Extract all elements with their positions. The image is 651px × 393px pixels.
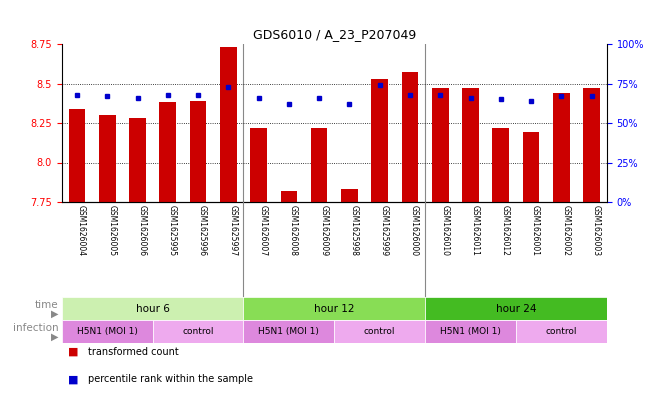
- Bar: [492, 128, 509, 202]
- Text: ▶: ▶: [51, 309, 59, 319]
- Text: hour 24: hour 24: [495, 303, 536, 314]
- Text: H5N1 (MOI 1): H5N1 (MOI 1): [440, 327, 501, 336]
- Text: GSM1626010: GSM1626010: [440, 205, 449, 256]
- Text: GSM1626003: GSM1626003: [592, 205, 601, 256]
- Text: GSM1625995: GSM1625995: [168, 205, 177, 256]
- Text: GSM1625999: GSM1625999: [380, 205, 389, 256]
- Text: control: control: [182, 327, 214, 336]
- Text: hour 12: hour 12: [314, 303, 355, 314]
- Bar: [159, 103, 176, 202]
- Text: H5N1 (MOI 1): H5N1 (MOI 1): [77, 327, 138, 336]
- Text: infection: infection: [13, 323, 59, 333]
- Bar: [99, 115, 116, 202]
- Text: GSM1626007: GSM1626007: [258, 205, 268, 256]
- Text: H5N1 (MOI 1): H5N1 (MOI 1): [258, 327, 320, 336]
- Bar: [129, 118, 146, 202]
- Bar: [62, 297, 243, 320]
- Bar: [553, 93, 570, 202]
- Text: transformed count: transformed count: [88, 347, 178, 357]
- Text: GSM1625997: GSM1625997: [229, 205, 238, 256]
- Bar: [462, 88, 479, 202]
- Text: ■: ■: [68, 375, 79, 384]
- Text: hour 6: hour 6: [135, 303, 170, 314]
- Bar: [189, 101, 206, 202]
- Text: control: control: [364, 327, 395, 336]
- Text: ▶: ▶: [51, 332, 59, 342]
- Text: time: time: [35, 300, 59, 310]
- Text: GSM1626009: GSM1626009: [319, 205, 328, 256]
- Text: GSM1626011: GSM1626011: [471, 205, 480, 256]
- Text: GSM1626000: GSM1626000: [410, 205, 419, 256]
- Bar: [335, 320, 425, 343]
- Bar: [243, 320, 335, 343]
- Bar: [425, 297, 607, 320]
- Bar: [425, 320, 516, 343]
- Bar: [341, 189, 358, 202]
- Bar: [62, 320, 152, 343]
- Text: percentile rank within the sample: percentile rank within the sample: [88, 375, 253, 384]
- Text: control: control: [546, 327, 577, 336]
- Bar: [523, 132, 540, 202]
- Text: GSM1626008: GSM1626008: [289, 205, 298, 256]
- Bar: [402, 72, 419, 202]
- Bar: [250, 128, 267, 202]
- Text: GSM1626005: GSM1626005: [107, 205, 117, 256]
- Text: GSM1626012: GSM1626012: [501, 205, 510, 256]
- Text: ■: ■: [68, 347, 79, 357]
- Text: GSM1626004: GSM1626004: [77, 205, 86, 256]
- Bar: [220, 47, 237, 202]
- Text: GSM1626006: GSM1626006: [137, 205, 146, 256]
- Bar: [432, 88, 449, 202]
- Bar: [583, 88, 600, 202]
- Bar: [516, 320, 607, 343]
- Bar: [371, 79, 388, 202]
- Text: GSM1625998: GSM1625998: [350, 205, 359, 256]
- Text: GSM1625996: GSM1625996: [198, 205, 207, 256]
- Bar: [152, 320, 243, 343]
- Text: GSM1626002: GSM1626002: [561, 205, 570, 256]
- Text: GSM1626001: GSM1626001: [531, 205, 540, 256]
- Bar: [68, 109, 85, 202]
- Bar: [281, 191, 298, 202]
- Text: GDS6010 / A_23_P207049: GDS6010 / A_23_P207049: [253, 29, 416, 42]
- Bar: [311, 128, 327, 202]
- Bar: [243, 297, 425, 320]
